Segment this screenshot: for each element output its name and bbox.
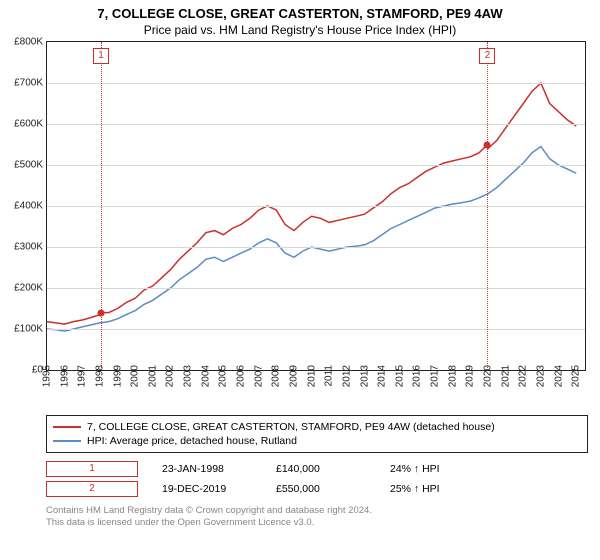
x-tick-label: 2023 xyxy=(535,365,546,387)
x-tick-label: 1998 xyxy=(94,365,105,387)
x-tick-label: 2004 xyxy=(200,365,211,387)
y-tick-label: £600K xyxy=(3,119,43,130)
sale-point-marker xyxy=(97,309,104,316)
y-tick-label: £800K xyxy=(3,37,43,48)
x-tick-label: 2002 xyxy=(165,365,176,387)
sale-marker-line xyxy=(487,42,488,370)
y-tick-label: £0 xyxy=(3,365,43,376)
x-tick-label: 2010 xyxy=(306,365,317,387)
x-tick-label: 2024 xyxy=(553,365,564,387)
x-tick-label: 2013 xyxy=(359,365,370,387)
sale-row: 1 23-JAN-1998 £140,000 24% ↑ HPI xyxy=(46,459,588,479)
x-tick-label: 1997 xyxy=(77,365,88,387)
x-tick-label: 1995 xyxy=(42,365,53,387)
gridline xyxy=(47,165,585,166)
footer-line: This data is licensed under the Open Gov… xyxy=(46,517,588,529)
gridline xyxy=(47,83,585,84)
series-hpi_rutland xyxy=(47,147,576,332)
plot-area: £0£100K£200K£300K£400K£500K£600K£700K£80… xyxy=(46,41,586,371)
legend-label: 7, COLLEGE CLOSE, GREAT CASTERTON, STAMF… xyxy=(87,421,495,433)
x-tick-label: 2007 xyxy=(253,365,264,387)
legend: 7, COLLEGE CLOSE, GREAT CASTERTON, STAMF… xyxy=(46,415,588,453)
x-tick-label: 2015 xyxy=(394,365,405,387)
x-tick-label: 2014 xyxy=(377,365,388,387)
y-tick-label: £200K xyxy=(3,283,43,294)
y-tick-label: £100K xyxy=(3,324,43,335)
x-tick-label: 2022 xyxy=(518,365,529,387)
gridline xyxy=(47,247,585,248)
y-tick-label: £700K xyxy=(3,78,43,89)
sale-marker-box: 2 xyxy=(46,481,138,497)
sale-date: 19-DEC-2019 xyxy=(162,483,252,495)
legend-item: HPI: Average price, detached house, Rutl… xyxy=(53,434,581,448)
sale-change: 24% ↑ HPI xyxy=(390,463,480,475)
chart-container: 7, COLLEGE CLOSE, GREAT CASTERTON, STAMF… xyxy=(0,0,600,560)
legend-item: 7, COLLEGE CLOSE, GREAT CASTERTON, STAMF… xyxy=(53,420,581,434)
sale-marker-box: 1 xyxy=(46,461,138,477)
x-tick-label: 2021 xyxy=(500,365,511,387)
x-tick-label: 2005 xyxy=(218,365,229,387)
sale-marker-line xyxy=(101,42,102,370)
x-tick-label: 2000 xyxy=(130,365,141,387)
sale-point-marker xyxy=(484,141,491,148)
chart-titles: 7, COLLEGE CLOSE, GREAT CASTERTON, STAMF… xyxy=(0,0,600,41)
x-tick-label: 2009 xyxy=(288,365,299,387)
sale-price: £140,000 xyxy=(276,463,366,475)
legend-label: HPI: Average price, detached house, Rutl… xyxy=(87,435,297,447)
x-tick-label: 2016 xyxy=(412,365,423,387)
y-tick-label: £400K xyxy=(3,201,43,212)
x-tick-label: 2025 xyxy=(571,365,582,387)
sale-row: 2 19-DEC-2019 £550,000 25% ↑ HPI xyxy=(46,479,588,499)
y-tick-label: £300K xyxy=(3,242,43,253)
footer-attribution: Contains HM Land Registry data © Crown c… xyxy=(46,505,588,530)
sale-marker-badge: 1 xyxy=(93,48,109,64)
x-tick-label: 2011 xyxy=(324,365,335,387)
chart-title-secondary: Price paid vs. HM Land Registry's House … xyxy=(0,21,600,41)
gridline xyxy=(47,124,585,125)
sales-table: 1 23-JAN-1998 £140,000 24% ↑ HPI 2 19-DE… xyxy=(46,459,588,499)
sale-marker-badge: 2 xyxy=(479,48,495,64)
sale-date: 23-JAN-1998 xyxy=(162,463,252,475)
x-tick-label: 2012 xyxy=(341,365,352,387)
x-tick-label: 2019 xyxy=(465,365,476,387)
footer-line: Contains HM Land Registry data © Crown c… xyxy=(46,505,588,517)
chart-title-primary: 7, COLLEGE CLOSE, GREAT CASTERTON, STAMF… xyxy=(0,0,600,21)
y-tick-label: £500K xyxy=(3,160,43,171)
legend-swatch xyxy=(53,426,81,428)
x-tick-label: 2003 xyxy=(183,365,194,387)
gridline xyxy=(47,206,585,207)
sale-change: 25% ↑ HPI xyxy=(390,483,480,495)
gridline xyxy=(47,329,585,330)
gridline xyxy=(47,288,585,289)
x-tick-label: 2017 xyxy=(430,365,441,387)
x-tick-label: 2018 xyxy=(447,365,458,387)
x-tick-label: 2006 xyxy=(236,365,247,387)
sale-price: £550,000 xyxy=(276,483,366,495)
x-tick-label: 2001 xyxy=(147,365,158,387)
legend-swatch xyxy=(53,440,81,442)
x-tick-label: 1999 xyxy=(112,365,123,387)
x-tick-label: 2008 xyxy=(271,365,282,387)
x-tick-label: 1996 xyxy=(59,365,70,387)
